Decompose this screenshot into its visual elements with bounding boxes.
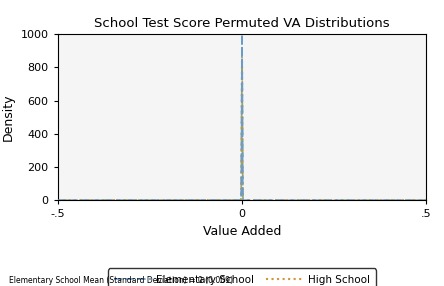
Text: Elementary School Mean (Standard Deviation) = 0 (0.009): Elementary School Mean (Standard Deviati… <box>9 276 233 285</box>
X-axis label: Value Added: Value Added <box>203 225 281 238</box>
Line: Elementary School: Elementary School <box>58 34 426 200</box>
High School <box>389 198 394 202</box>
Middle School <box>55 198 60 202</box>
Elementary School <box>389 198 394 202</box>
Middle School <box>249 198 254 202</box>
High School <box>290 198 295 202</box>
Elementary School <box>290 198 295 202</box>
Elementary School <box>406 198 411 202</box>
High School <box>100 198 106 202</box>
Title: School Test Score Permuted VA Distributions: School Test Score Permuted VA Distributi… <box>94 17 390 30</box>
High School <box>424 198 429 202</box>
Middle School <box>389 198 394 202</box>
Middle School <box>100 198 106 202</box>
Line: Middle School: Middle School <box>58 47 426 200</box>
High School <box>406 198 411 202</box>
Middle School <box>239 46 245 49</box>
Elementary School <box>63 198 69 202</box>
High School <box>239 57 245 61</box>
High School <box>249 198 254 202</box>
Y-axis label: Density: Density <box>2 94 15 141</box>
High School <box>63 198 69 202</box>
Middle School <box>63 198 69 202</box>
Elementary School <box>239 33 245 36</box>
Middle School <box>290 198 295 202</box>
Legend: Elementary School, Middle School, High School: Elementary School, Middle School, High S… <box>108 269 376 286</box>
Elementary School <box>249 198 254 202</box>
Line: High School: High School <box>58 59 426 200</box>
Elementary School <box>100 198 106 202</box>
Middle School <box>406 198 411 202</box>
Middle School <box>424 198 429 202</box>
Elementary School <box>424 198 429 202</box>
Elementary School <box>55 198 60 202</box>
High School <box>55 198 60 202</box>
